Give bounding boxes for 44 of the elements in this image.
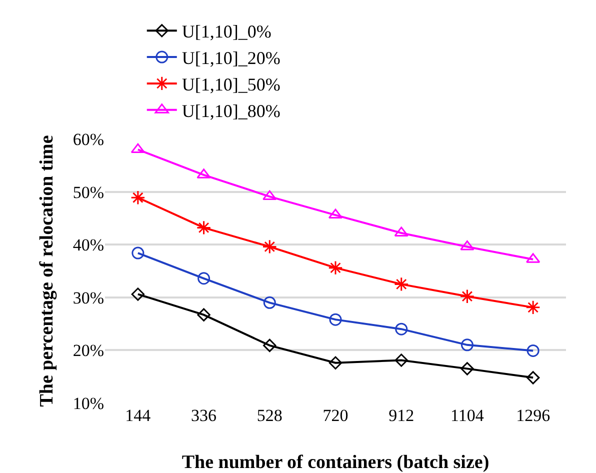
point (460, 338, 474, 352)
legend-label: U[1,10]_20% (182, 48, 280, 68)
point (263, 296, 276, 309)
point (198, 272, 210, 285)
y-tick-label: 10% (72, 394, 104, 413)
point (197, 308, 210, 322)
legend-label: U[1,10]_0% (182, 22, 272, 42)
point (394, 354, 408, 367)
point (262, 190, 277, 200)
x-tick-label: 1296 (516, 406, 550, 425)
point (263, 338, 276, 352)
point (328, 356, 342, 370)
point (328, 208, 343, 219)
point (394, 276, 409, 292)
point (395, 322, 408, 336)
point (328, 260, 343, 276)
point (526, 300, 540, 315)
point (130, 143, 146, 154)
y-tick-label: 40% (72, 236, 104, 255)
x-tick-label: 912 (388, 406, 414, 425)
x-tick-label: 336 (191, 406, 217, 425)
point (526, 371, 540, 384)
point (460, 240, 474, 250)
point (131, 288, 145, 301)
y-axis-title: The percentage of relocation time (36, 135, 58, 407)
point (132, 246, 144, 260)
point (460, 362, 474, 376)
point (130, 190, 146, 205)
x-axis-title: The number of containers (batch size) (182, 452, 490, 473)
y-tick-label: 50% (72, 182, 104, 202)
x-tick-label: 528 (256, 406, 282, 425)
y-tick-label: 30% (72, 288, 104, 308)
x-tick-label: 720 (322, 406, 348, 425)
point (329, 313, 342, 326)
y-tick-label: 60% (72, 130, 104, 149)
point (196, 220, 212, 236)
y-tick-label: 20% (72, 341, 104, 360)
point (460, 288, 475, 304)
point (526, 344, 540, 357)
x-tick-label: 144 (125, 406, 152, 425)
legend-label: U[1,10]_80% (182, 100, 280, 121)
legend-label: U[1,10]_50% (182, 74, 280, 94)
x-tick-label: 1104 (450, 406, 484, 425)
point (262, 239, 277, 254)
